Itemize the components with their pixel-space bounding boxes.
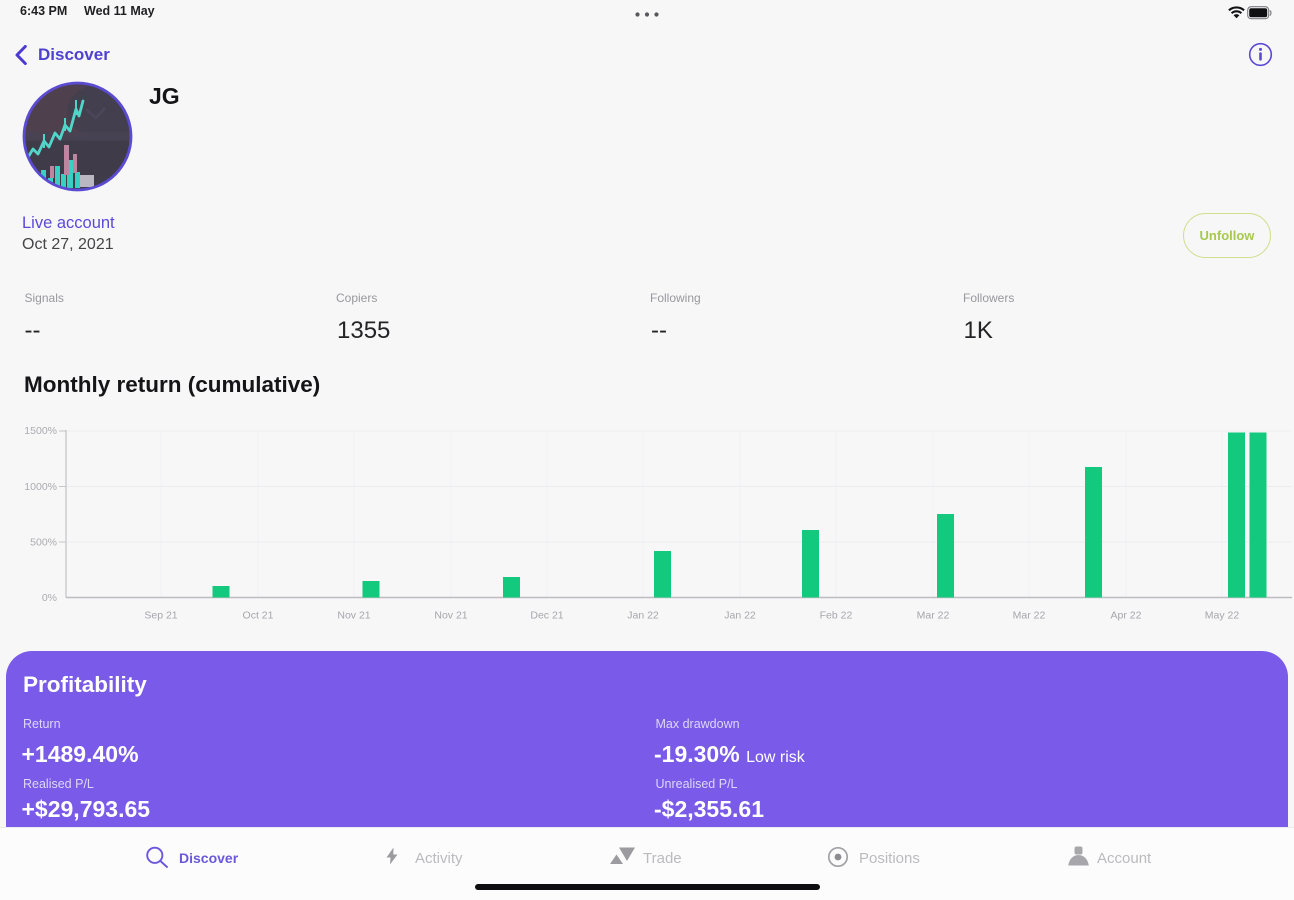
svg-text:Nov 21: Nov 21	[337, 609, 370, 621]
svg-text:Apr 22: Apr 22	[1111, 609, 1142, 621]
svg-text:May 22: May 22	[1205, 609, 1240, 621]
svg-text:Mar 22: Mar 22	[1013, 609, 1046, 621]
svg-text:Sep 21: Sep 21	[144, 609, 177, 621]
svg-text:Nov 21: Nov 21	[434, 609, 467, 621]
svg-text:Feb 22: Feb 22	[820, 609, 853, 621]
svg-text:1000%: 1000%	[24, 481, 57, 493]
svg-text:Jan 22: Jan 22	[627, 609, 659, 621]
svg-text:Mar 22: Mar 22	[917, 609, 950, 621]
svg-text:Oct 21: Oct 21	[243, 609, 274, 621]
svg-text:500%: 500%	[30, 537, 57, 549]
svg-text:1500%: 1500%	[24, 425, 57, 437]
svg-text:Dec 21: Dec 21	[530, 609, 563, 621]
svg-text:0%: 0%	[42, 592, 57, 604]
svg-text:Jan 22: Jan 22	[724, 609, 756, 621]
